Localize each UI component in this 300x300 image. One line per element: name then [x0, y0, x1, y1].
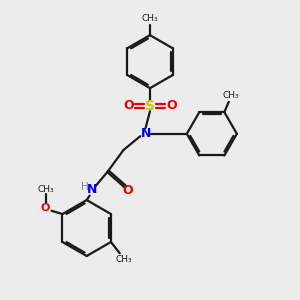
Text: CH₃: CH₃ [223, 92, 239, 100]
Text: CH₃: CH₃ [142, 14, 158, 23]
Text: O: O [124, 99, 134, 112]
Text: O: O [166, 99, 176, 112]
Text: N: N [140, 127, 151, 140]
Text: CH₃: CH₃ [38, 185, 54, 194]
Text: CH₃: CH₃ [116, 255, 133, 264]
Text: N: N [86, 183, 97, 196]
Text: O: O [41, 203, 50, 213]
Text: H: H [81, 182, 89, 192]
Text: S: S [145, 99, 155, 113]
Text: O: O [123, 184, 133, 197]
